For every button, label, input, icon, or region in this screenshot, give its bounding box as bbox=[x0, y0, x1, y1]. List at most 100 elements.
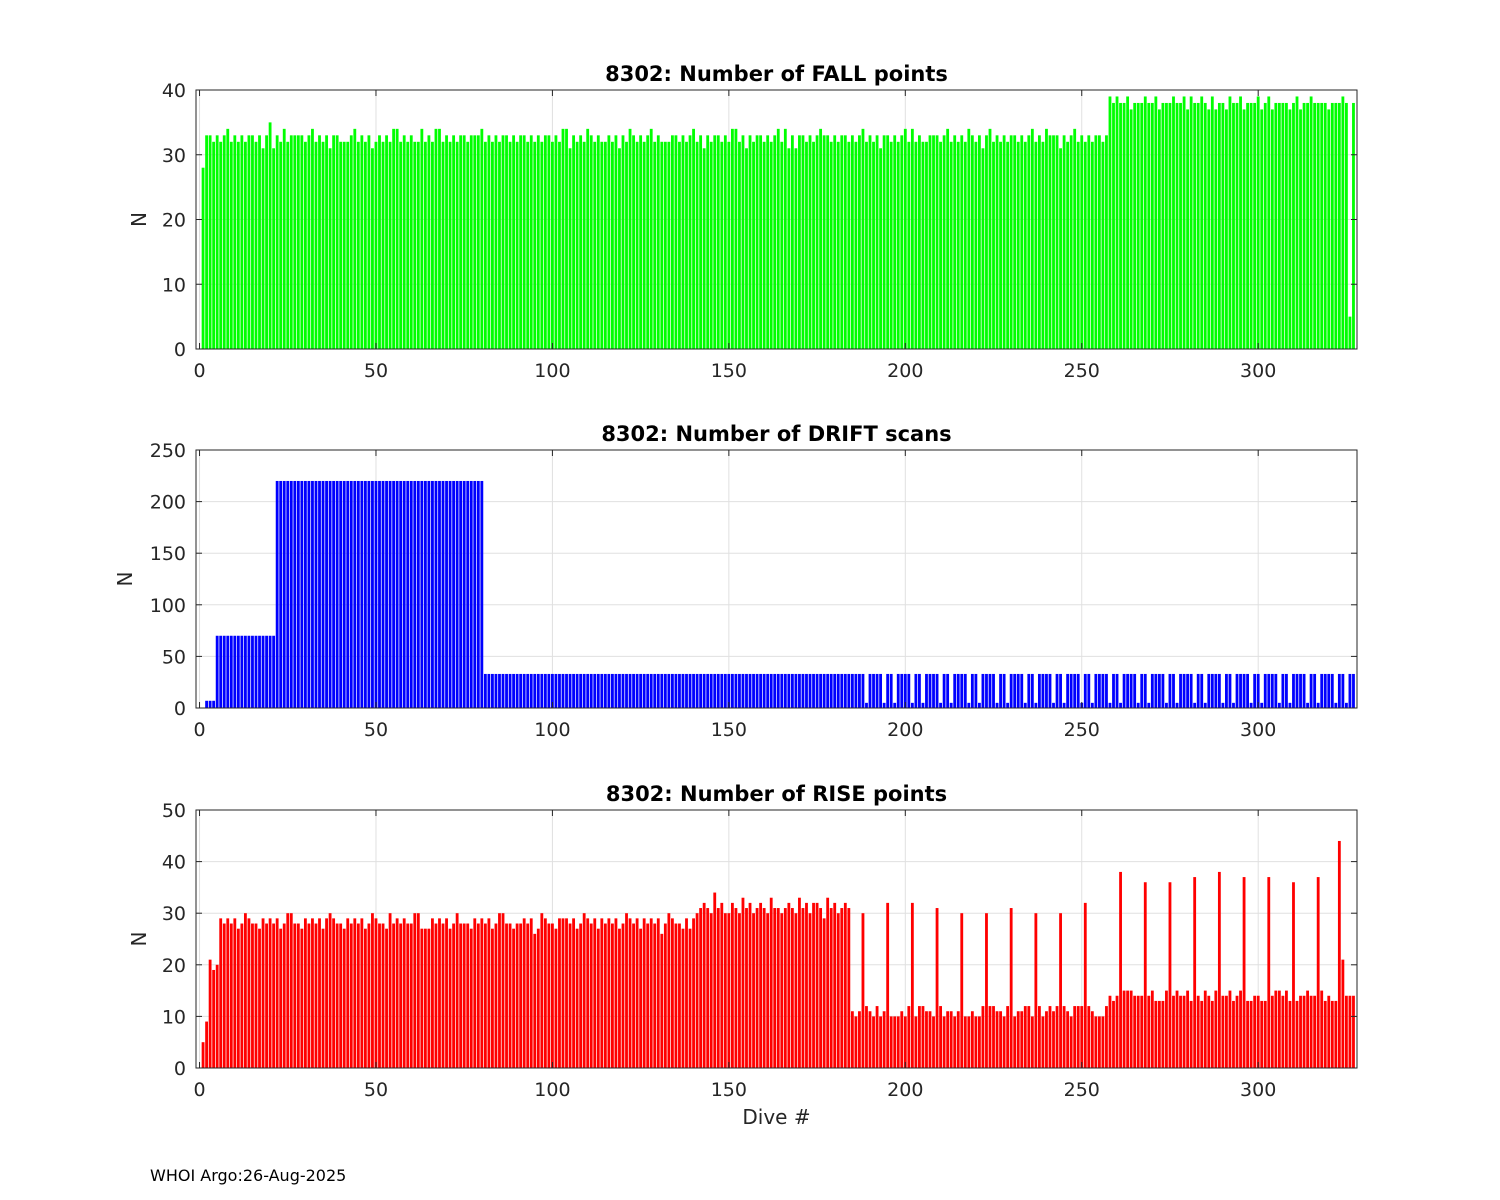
bar bbox=[699, 908, 703, 1068]
bar-series bbox=[201, 840, 1355, 1068]
bar bbox=[1288, 109, 1292, 349]
bar bbox=[843, 673, 847, 708]
bar bbox=[399, 923, 403, 1068]
bar bbox=[1320, 990, 1324, 1068]
bar bbox=[508, 673, 512, 708]
bar bbox=[921, 141, 925, 349]
bar bbox=[243, 141, 247, 349]
bar bbox=[642, 918, 646, 1068]
bar bbox=[787, 148, 791, 349]
bar bbox=[812, 902, 815, 1068]
bar bbox=[296, 135, 300, 349]
bar bbox=[861, 673, 865, 708]
bar bbox=[423, 141, 427, 349]
bar bbox=[1034, 913, 1038, 1068]
bar bbox=[889, 141, 893, 349]
bar bbox=[1217, 673, 1221, 708]
bar bbox=[367, 480, 371, 708]
bar bbox=[501, 913, 505, 1068]
bar bbox=[1175, 990, 1179, 1068]
x-tick-label: 150 bbox=[711, 719, 747, 741]
bar bbox=[1101, 673, 1105, 708]
bar bbox=[653, 673, 657, 708]
bar bbox=[970, 1011, 974, 1068]
bar bbox=[582, 913, 586, 1068]
bar bbox=[1020, 1011, 1024, 1068]
bar bbox=[949, 141, 953, 349]
bar bbox=[254, 923, 258, 1068]
bar bbox=[999, 673, 1002, 708]
bar bbox=[1334, 102, 1338, 349]
bar bbox=[783, 128, 787, 349]
bar bbox=[1348, 673, 1352, 708]
bar bbox=[388, 480, 392, 708]
x-tick-label: 200 bbox=[887, 360, 923, 382]
bar bbox=[1066, 1011, 1070, 1068]
bar bbox=[1345, 102, 1348, 349]
bar bbox=[374, 918, 378, 1068]
bar bbox=[1150, 990, 1154, 1068]
bar bbox=[1041, 673, 1045, 708]
bar bbox=[812, 673, 815, 708]
bar bbox=[798, 673, 801, 708]
bar bbox=[303, 480, 307, 708]
bar bbox=[579, 673, 583, 708]
bar bbox=[346, 918, 350, 1068]
bar bbox=[670, 673, 674, 708]
bar bbox=[1073, 673, 1077, 708]
bar bbox=[413, 480, 417, 708]
bar bbox=[533, 141, 537, 349]
bar bbox=[815, 673, 819, 708]
bar bbox=[963, 141, 967, 349]
bar bbox=[1235, 102, 1239, 349]
bar bbox=[314, 480, 318, 708]
x-tick-label: 0 bbox=[193, 1079, 205, 1101]
bar bbox=[1105, 1006, 1108, 1068]
bar bbox=[794, 673, 798, 708]
bar bbox=[600, 918, 604, 1068]
bar bbox=[833, 673, 837, 708]
bar bbox=[1207, 109, 1211, 349]
bar bbox=[790, 908, 794, 1068]
bar bbox=[875, 1006, 879, 1068]
bar bbox=[505, 923, 508, 1068]
bar bbox=[243, 913, 247, 1068]
bar bbox=[420, 128, 424, 349]
bar bbox=[801, 908, 805, 1068]
bar bbox=[985, 913, 988, 1068]
bar bbox=[1059, 148, 1062, 349]
bar bbox=[1112, 102, 1115, 349]
bar bbox=[1157, 673, 1161, 708]
bar bbox=[374, 141, 378, 349]
bar bbox=[1330, 102, 1334, 349]
drift-scans-chart: 0 50 100 150 200 250 300 0 50 100 150 200 250 8302: N… bbox=[113, 422, 1358, 741]
bar bbox=[385, 928, 388, 1068]
bar bbox=[956, 1011, 960, 1068]
bar bbox=[819, 673, 823, 708]
bar bbox=[1143, 96, 1147, 349]
bar bbox=[219, 635, 223, 708]
bar bbox=[311, 480, 314, 708]
bar bbox=[247, 918, 251, 1068]
bar bbox=[1112, 1000, 1115, 1068]
bar bbox=[342, 141, 346, 349]
bar bbox=[635, 673, 639, 708]
bar bbox=[836, 141, 840, 349]
bar bbox=[416, 141, 420, 349]
bar bbox=[328, 913, 332, 1068]
bar bbox=[1112, 673, 1115, 708]
bar bbox=[1182, 995, 1186, 1068]
bar bbox=[741, 135, 745, 349]
bar bbox=[558, 141, 561, 349]
bar bbox=[1260, 1000, 1264, 1068]
bar bbox=[494, 923, 498, 1068]
bar bbox=[303, 141, 307, 349]
bar bbox=[833, 902, 837, 1068]
bar bbox=[1165, 702, 1168, 708]
bar bbox=[1200, 1000, 1204, 1068]
bar bbox=[738, 141, 741, 349]
bar bbox=[1076, 141, 1080, 349]
bar bbox=[589, 923, 593, 1068]
bar bbox=[286, 141, 290, 349]
bar bbox=[921, 702, 925, 708]
